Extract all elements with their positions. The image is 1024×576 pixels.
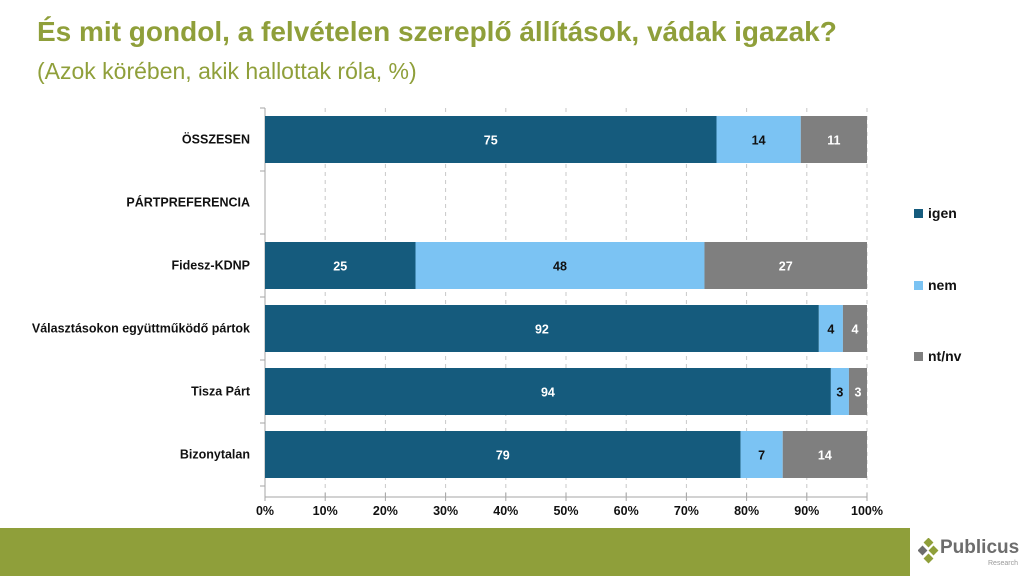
legend-label: nt/nv: [928, 348, 962, 364]
bar-nt-nv: [704, 242, 867, 289]
bar-igen: [265, 368, 831, 415]
publicus-logo: Publicus Research: [918, 535, 1022, 571]
logo-diamond-icon: [918, 538, 939, 564]
legend-swatch: [914, 280, 923, 290]
category-label: ÖSSZESEN: [182, 132, 250, 147]
x-tick-label: 40%: [493, 504, 518, 518]
bar-nem: [818, 305, 843, 352]
x-tick-label: 90%: [794, 504, 819, 518]
bar-igen: [265, 431, 741, 478]
data-label: 14: [818, 449, 832, 463]
category-label: Tisza Párt: [191, 385, 251, 399]
legend-swatch: [914, 351, 923, 361]
logo-sub-text: Research: [988, 560, 1018, 567]
legend-swatch: [914, 208, 923, 218]
data-label: 3: [836, 386, 843, 400]
data-label: 25: [333, 260, 347, 274]
x-tick-label: 60%: [614, 504, 639, 518]
bar-nem: [716, 116, 801, 163]
x-tick-label: 30%: [433, 504, 458, 518]
bar-igen: [265, 242, 416, 289]
data-label: 3: [854, 386, 861, 400]
bar-nem: [830, 368, 849, 415]
data-label: 79: [496, 449, 510, 463]
x-tick-label: 80%: [734, 504, 759, 518]
legend-item-igen: igen: [914, 205, 957, 221]
bar-igen: [265, 116, 717, 163]
bar-nt-nv: [800, 116, 867, 163]
footer-bar: [0, 528, 910, 576]
page-title: És mit gondol, a felvételen szereplő áll…: [37, 16, 837, 47]
bar-nt-nv: [842, 305, 867, 352]
x-tick-label: 20%: [373, 504, 398, 518]
category-label: PÁRTPREFERENCIA: [126, 195, 250, 210]
data-label: 48: [553, 260, 567, 274]
data-label: 14: [752, 134, 766, 148]
data-label: 92: [535, 323, 549, 337]
data-label: 94: [541, 386, 555, 400]
x-tick-label: 0%: [256, 504, 274, 518]
legend-item-nt-nv: nt/nv: [914, 348, 961, 364]
data-label: 27: [779, 260, 793, 274]
bar-nem: [740, 431, 783, 478]
logo-brand-text: Publicus: [940, 537, 1020, 558]
data-label: 4: [851, 323, 858, 337]
category-label: Fidesz-KDNP: [172, 259, 250, 273]
bar-nem: [415, 242, 705, 289]
legend-label: igen: [928, 205, 957, 221]
category-label: Bizonytalan: [180, 448, 250, 462]
data-label: 11: [827, 134, 840, 148]
data-label: 75: [484, 134, 498, 148]
x-tick-label: 50%: [553, 504, 578, 518]
legend-label: nem: [928, 277, 957, 293]
bar-igen: [265, 305, 819, 352]
bar-nt-nv: [848, 368, 867, 415]
data-label: 4: [827, 323, 834, 337]
x-tick-label: 10%: [313, 504, 338, 518]
x-tick-label: 70%: [674, 504, 699, 518]
stacked-bar-chart: 0% 10% 20% 30% 40% 50% 60% 70% 80% 90% 100% ÖSSZESE…: [32, 107, 883, 518]
page-subtitle: (Azok körében, akik hallottak róla, %): [37, 58, 417, 84]
bar-nt-nv: [782, 431, 867, 478]
legend-item-nem: nem: [914, 277, 957, 293]
category-label: Választásokon együttműködő pártok: [32, 322, 250, 336]
data-label: 7: [758, 449, 765, 463]
x-tick-label: 100%: [851, 504, 883, 518]
